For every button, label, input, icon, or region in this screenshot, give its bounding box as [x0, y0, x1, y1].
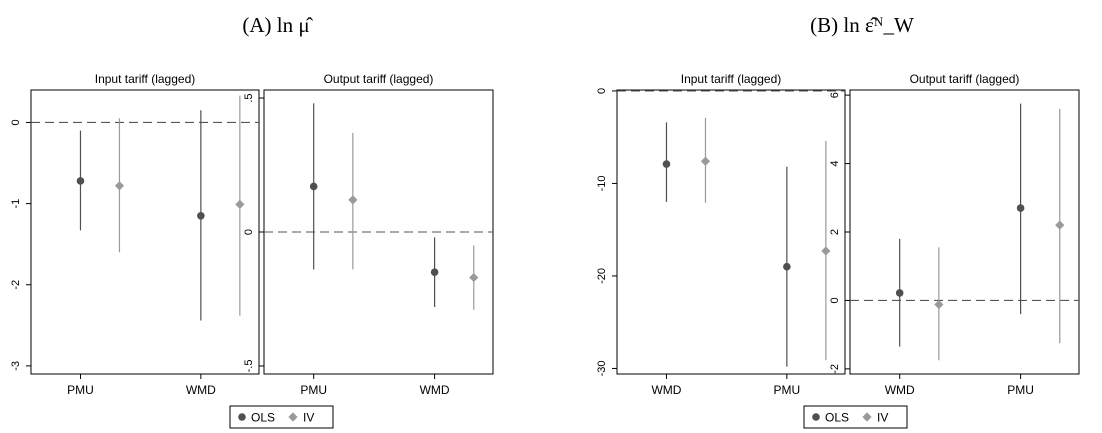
subplot-4: Output tariff (lagged) 6 4 2 0 -2 WMD PMU	[829, 72, 1080, 397]
x-tick-label: WMD	[651, 383, 681, 397]
y-tick-label: 0	[596, 88, 608, 94]
legend-a: OLS IV	[229, 405, 334, 429]
legend-ols-marker	[812, 413, 820, 421]
x-tick-label: PMU	[67, 383, 94, 397]
point-ols-pmu	[1016, 204, 1025, 212]
legend-iv-marker	[862, 412, 872, 422]
legend-ols-marker	[238, 413, 246, 421]
y-tick-label: 4	[829, 161, 841, 167]
point-ols-wmd	[662, 160, 671, 168]
point-ols-pmu	[76, 177, 85, 185]
legend-box	[229, 405, 334, 429]
point-iv-pmu	[348, 195, 358, 205]
legend-iv-label: IV	[303, 411, 314, 425]
x-tick-label: PMU	[774, 383, 801, 397]
plot-frame	[849, 89, 1080, 375]
y-tick-label: -10	[596, 175, 608, 191]
legend-ols-label: OLS	[251, 411, 275, 425]
point-iv-wmd	[700, 156, 711, 166]
point-ols-wmd	[895, 289, 904, 297]
x-tick-label: PMU	[1007, 383, 1034, 397]
y-tick-label: -1	[10, 199, 22, 209]
plot-frame	[616, 89, 846, 375]
subplot-title: Output tariff (lagged)	[324, 72, 434, 86]
y-tick-label: -20	[596, 268, 608, 284]
legend-b: OLS IV	[803, 405, 908, 429]
subplot-1: Input tariff (lagged) 0 -1 -2 -3 PMU WMD	[10, 72, 260, 397]
point-iv-pmu	[1055, 220, 1065, 230]
point-iv-pmu	[114, 181, 125, 191]
y-tick-label: -30	[596, 360, 608, 376]
y-tick-label: 0	[10, 119, 22, 125]
panel-title-a: (A) ln μ̂	[242, 13, 313, 37]
subplot-title: Output tariff (lagged)	[910, 72, 1020, 86]
y-tick-label: -2	[829, 364, 841, 374]
subplot-2: Output tariff (lagged) .5 0 -.5 PMU WMD	[243, 72, 494, 397]
x-tick-label: PMU	[300, 383, 327, 397]
y-tick-label: 0	[243, 229, 255, 235]
point-ols-wmd	[197, 211, 205, 220]
legend-box	[803, 405, 908, 429]
panel-title-b: (B) ln ε̂ᴺ_W	[810, 13, 914, 37]
x-tick-label: WMD	[885, 383, 915, 397]
legend-ols-label: OLS	[825, 411, 849, 425]
subplot-title: Input tariff (lagged)	[95, 72, 196, 86]
y-tick-label: -.5	[243, 360, 255, 373]
point-iv-pmu	[821, 246, 831, 256]
x-tick-label: WMD	[186, 383, 216, 397]
legend-iv-label: IV	[877, 411, 888, 425]
subplot-title: Input tariff (lagged)	[681, 72, 782, 86]
y-tick-label: .5	[243, 93, 255, 102]
legend-iv-marker	[288, 412, 298, 422]
point-iv-wmd	[934, 299, 944, 310]
point-iv-wmd	[235, 199, 245, 210]
point-ols-pmu	[309, 182, 318, 191]
y-tick-label: -2	[10, 280, 22, 290]
point-ols-wmd	[430, 268, 439, 276]
point-ols-pmu	[783, 262, 791, 271]
y-tick-label: 0	[829, 297, 841, 303]
plot-frame	[30, 89, 260, 375]
y-tick-label: 2	[829, 229, 841, 235]
y-tick-label: -3	[10, 361, 22, 371]
y-tick-label: 6	[829, 92, 841, 98]
point-iv-wmd	[469, 272, 479, 283]
x-tick-label: WMD	[420, 383, 450, 397]
